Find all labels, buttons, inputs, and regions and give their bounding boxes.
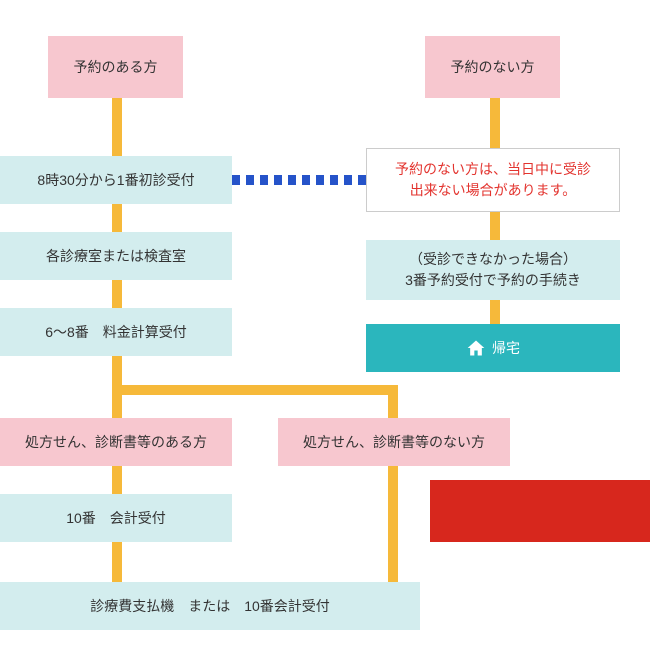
- node-label: 診療費支払機 または 10番会計受付: [90, 596, 330, 617]
- node-branch_left: 処方せん、診断書等のある方: [0, 418, 232, 466]
- node-final: 診療費支払機 または 10番会計受付: [0, 582, 420, 630]
- node-right_notice: 予約のない方は、当日中に受診 出来ない場合があります。: [366, 148, 620, 212]
- node-label: 10番 会計受付: [66, 508, 166, 529]
- node-left_4: 10番 会計受付: [0, 494, 232, 542]
- connector: [112, 98, 122, 156]
- connector: [112, 542, 122, 582]
- connector: [112, 385, 398, 395]
- node-label: 処方せん、診断書等のない方: [303, 432, 485, 453]
- node-label: 予約のない方: [451, 57, 535, 78]
- node-label: （受診できなかった場合） 3番予約受付で予約の手続き: [405, 249, 581, 291]
- node-label: 帰宅: [492, 338, 520, 359]
- connector: [388, 466, 398, 582]
- connector: [490, 212, 500, 240]
- node-right_home: 帰宅: [366, 324, 620, 372]
- node-label: 予約のない方は、当日中に受診 出来ない場合があります。: [395, 159, 591, 201]
- home-icon: [466, 338, 486, 358]
- node-label: 6〜8番 料金計算受付: [45, 322, 187, 343]
- connector: [112, 280, 122, 308]
- connector: [232, 175, 366, 185]
- node-right_2: （受診できなかった場合） 3番予約受付で予約の手続き: [366, 240, 620, 300]
- node-label: 予約のある方: [74, 57, 158, 78]
- connector: [112, 204, 122, 232]
- node-label: 処方せん、診断書等のある方: [25, 432, 207, 453]
- node-label: 各診療室または検査室: [46, 246, 186, 267]
- node-left_1: 8時30分から1番初診受付: [0, 156, 232, 204]
- connector: [490, 98, 500, 148]
- node-left_2: 各診療室または検査室: [0, 232, 232, 280]
- node-branch_right: 処方せん、診断書等のない方: [278, 418, 510, 466]
- connector: [388, 385, 398, 418]
- node-label: 8時30分から1番初診受付: [37, 170, 194, 191]
- connector: [490, 300, 500, 324]
- node-left_3: 6〜8番 料金計算受付: [0, 308, 232, 356]
- node-right_start: 予約のない方: [425, 36, 560, 98]
- node-red_box: [430, 480, 650, 542]
- connector: [112, 466, 122, 494]
- node-left_start: 予約のある方: [48, 36, 183, 98]
